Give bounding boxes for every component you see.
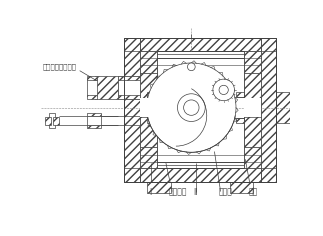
Bar xyxy=(244,73,261,147)
Bar xyxy=(88,113,101,116)
Circle shape xyxy=(187,63,195,71)
Circle shape xyxy=(213,79,234,101)
Bar xyxy=(138,162,262,169)
Bar xyxy=(49,113,55,128)
Bar xyxy=(88,125,101,128)
Bar xyxy=(118,76,140,99)
Bar xyxy=(124,169,276,182)
Bar xyxy=(236,118,244,123)
Bar xyxy=(217,97,226,118)
Text: 排气阀芯接压力表: 排气阀芯接压力表 xyxy=(43,63,77,70)
Bar xyxy=(140,51,261,169)
Bar xyxy=(118,95,140,99)
Bar xyxy=(244,98,261,117)
Circle shape xyxy=(184,100,199,115)
Bar xyxy=(236,92,244,97)
Bar xyxy=(124,38,140,182)
Text: 换向活塞: 换向活塞 xyxy=(168,188,187,197)
Bar xyxy=(95,76,118,99)
Bar xyxy=(140,147,157,169)
Bar xyxy=(244,147,261,169)
Bar xyxy=(124,38,276,182)
Bar xyxy=(53,117,59,125)
Bar xyxy=(290,101,297,114)
Bar xyxy=(140,98,157,117)
Bar xyxy=(88,79,97,96)
Bar xyxy=(147,118,157,123)
Bar xyxy=(118,76,140,80)
Bar xyxy=(261,38,276,182)
Bar xyxy=(147,182,171,193)
Bar xyxy=(147,92,157,97)
Text: II: II xyxy=(194,188,198,197)
Bar xyxy=(290,114,297,118)
Circle shape xyxy=(177,94,205,122)
Bar xyxy=(140,51,157,73)
Text: 小齿轮: 小齿轮 xyxy=(218,188,232,197)
Circle shape xyxy=(219,85,228,95)
Text: I: I xyxy=(149,188,151,197)
Bar xyxy=(45,117,51,125)
Bar xyxy=(230,182,253,193)
Bar xyxy=(138,51,262,58)
Bar xyxy=(157,97,166,118)
Circle shape xyxy=(147,63,236,152)
Bar xyxy=(244,51,261,73)
Bar xyxy=(88,95,97,99)
Bar xyxy=(181,97,191,118)
Bar xyxy=(88,116,101,125)
Bar xyxy=(290,97,297,101)
Text: 活塞: 活塞 xyxy=(249,188,258,197)
Bar xyxy=(140,73,157,147)
Bar xyxy=(276,92,290,123)
Bar xyxy=(88,76,97,80)
Bar xyxy=(124,38,276,51)
